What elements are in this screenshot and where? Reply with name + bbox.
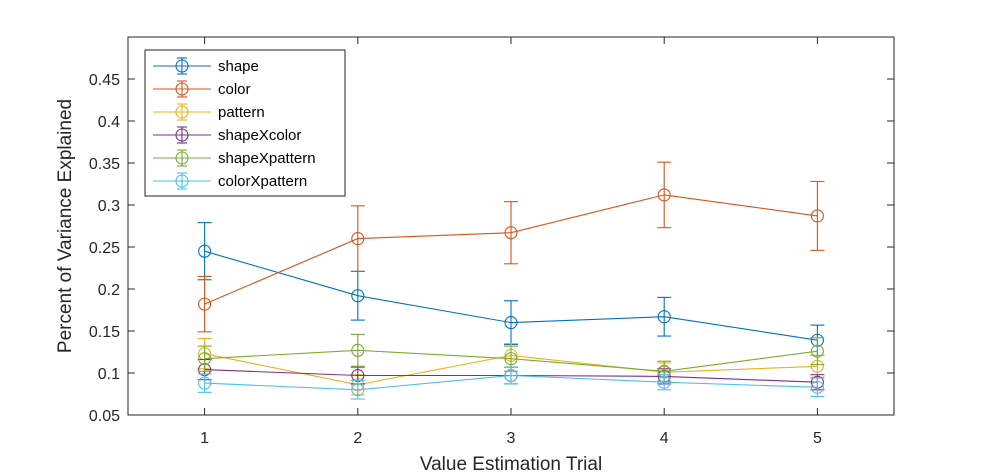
x-tick-label: 3	[507, 430, 516, 447]
error-bar	[657, 374, 672, 391]
legend-marker	[175, 151, 189, 165]
legend-marker	[175, 82, 189, 96]
x-tick-label: 4	[660, 430, 669, 447]
series-color	[197, 161, 825, 333]
data-point	[198, 244, 212, 258]
legend-marker	[175, 128, 189, 142]
y-tick-label: 0.25	[89, 240, 120, 257]
legend-label: shape	[218, 58, 259, 75]
data-point	[351, 383, 365, 397]
legend-item-shapeXcolor: shapeXcolor	[153, 126, 301, 144]
x-tick-label: 5	[813, 430, 822, 447]
data-point	[657, 375, 671, 389]
data-point	[504, 368, 518, 383]
y-tick-label: 0.2	[98, 282, 120, 299]
legend-marker	[175, 59, 189, 73]
legend-item-shapeXpattern: shapeXpattern	[153, 149, 316, 167]
data-point	[657, 188, 671, 202]
legend-item-pattern: pattern	[153, 103, 265, 121]
legend: shape color pattern shapeXcolor shapeXpatter…	[144, 49, 346, 197]
error-bar	[657, 161, 672, 229]
legend-marker	[175, 105, 189, 119]
series-shape	[197, 222, 825, 356]
error-bar	[197, 345, 212, 372]
y-tick-label: 0.3	[98, 198, 120, 215]
data-point	[198, 352, 212, 366]
y-tick-label: 0.1	[98, 366, 120, 383]
x-axis-label: Value Estimation Trial	[420, 454, 602, 475]
y-tick-label: 0.35	[89, 156, 120, 173]
data-point	[810, 344, 824, 358]
data-point	[351, 343, 365, 357]
legend-item-shape: shape	[153, 57, 259, 75]
series-shapeXpattern	[197, 333, 825, 382]
error-bar	[810, 180, 825, 251]
legend-label: colorXpattern	[218, 173, 307, 190]
error-bar	[197, 275, 212, 333]
data-point	[504, 226, 518, 240]
x-tick-label: 1	[200, 430, 209, 447]
data-point	[198, 376, 212, 390]
error-bar	[350, 333, 365, 367]
series-layer	[197, 161, 825, 400]
y-tick-label: 0.45	[89, 72, 120, 89]
legend-marker	[175, 174, 189, 188]
x-tick-label: 2	[353, 430, 362, 447]
error-bar	[810, 337, 825, 366]
series-colorXpattern	[197, 366, 825, 400]
data-point	[657, 310, 671, 324]
error-bar	[350, 205, 365, 272]
legend-item-color: color	[153, 80, 251, 98]
data-point	[810, 209, 824, 223]
legend-label: shapeXcolor	[218, 127, 301, 144]
data-point	[198, 297, 212, 311]
y-tick-label: 0.15	[89, 324, 120, 341]
y-axis-label: Percent of Variance Explained	[55, 99, 76, 353]
data-point	[504, 316, 518, 330]
y-tick-label: 0.05	[89, 408, 120, 425]
data-point	[504, 352, 518, 366]
legend-label: color	[218, 81, 251, 98]
data-point	[351, 232, 365, 246]
y-tick-label: 0.4	[98, 114, 120, 131]
legend-label: pattern	[218, 104, 265, 121]
data-point	[351, 289, 365, 303]
legend-label: shapeXpattern	[218, 150, 316, 167]
legend-item-colorXpattern: colorXpattern	[153, 172, 307, 190]
data-point	[810, 380, 824, 394]
error-bar	[657, 296, 672, 337]
axes-layer: 1 2 3 4 5 0.05 0.1 0.15 0.2 0.25 0.3 0.35 0.4 0.45	[89, 36, 895, 447]
error-bar	[504, 201, 518, 265]
